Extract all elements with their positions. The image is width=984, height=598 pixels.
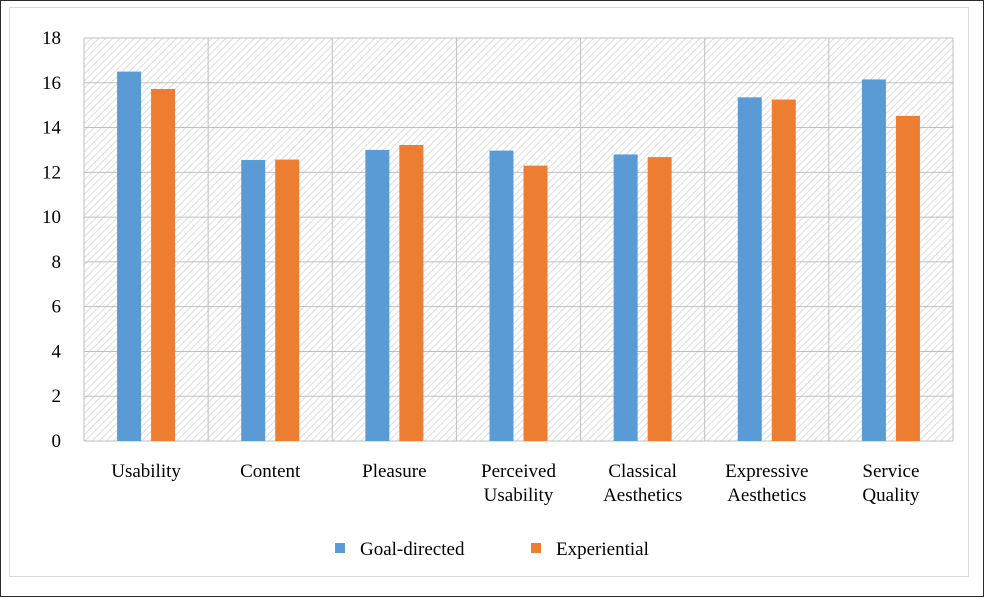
bar-goal-directed (489, 150, 514, 442)
x-category-label: Perceived Usability (481, 461, 556, 506)
x-category-label: Usability (111, 461, 181, 482)
bar-experiential (275, 159, 300, 442)
x-category-label-line: Usability (484, 485, 554, 506)
x-category-label: Pleasure (362, 461, 426, 482)
x-category-label-line: Quality (862, 485, 919, 506)
y-tick-label: 12 (42, 162, 61, 183)
x-category-label-line: Aesthetics (603, 485, 682, 506)
bar-experiential (523, 165, 548, 441)
y-tick-label: 6 (52, 297, 62, 318)
y-tick-label: 4 (52, 341, 62, 362)
x-category-label-line: Usability (111, 461, 181, 482)
x-category-label: Service Quality (862, 461, 919, 506)
x-category-label-line: Aesthetics (727, 485, 806, 506)
legend-swatch (335, 543, 345, 553)
legend-label: Experiential (556, 539, 649, 560)
bar-experiential (895, 115, 920, 441)
bar-goal-directed (737, 97, 762, 441)
bar-experiential (647, 157, 672, 441)
bar-experiential (771, 99, 796, 441)
x-category-label-line: Content (240, 461, 301, 482)
x-category-label-line: Pleasure (362, 461, 426, 482)
x-category-label-line: Service (862, 461, 919, 482)
legend-label: Goal-directed (360, 539, 465, 560)
bar-experiential (151, 89, 176, 442)
y-tick-label: 16 (42, 73, 61, 94)
bar-goal-directed (613, 154, 638, 441)
bar-goal-directed (861, 79, 886, 442)
plot-background (84, 38, 953, 441)
x-category-label-line: Perceived (481, 461, 556, 482)
y-tick-label: 0 (52, 431, 62, 452)
bar-experiential (399, 145, 424, 441)
x-category-label: Expressive Aesthetics (725, 461, 808, 506)
x-category-label: Content (240, 461, 301, 482)
y-tick-label: 10 (42, 207, 61, 228)
y-tick-label: 18 (42, 28, 61, 49)
bar-goal-directed (365, 149, 390, 441)
x-category-label-line: Expressive (725, 461, 808, 482)
x-category-label-line: Classical (608, 461, 677, 482)
legend-swatch (531, 543, 541, 553)
y-tick-label: 14 (42, 118, 62, 139)
y-tick-label: 8 (52, 252, 62, 273)
y-tick-label: 2 (52, 386, 62, 407)
x-category-label: Classical Aesthetics (603, 461, 682, 506)
bar-goal-directed (117, 71, 142, 441)
bar-goal-directed (241, 160, 266, 441)
